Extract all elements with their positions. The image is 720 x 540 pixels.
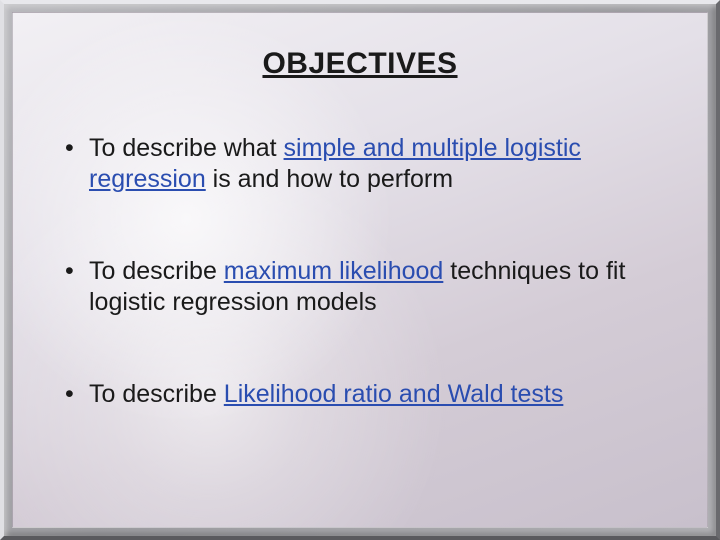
- bullet-item: To describe Likelihood ratio and Wald te…: [59, 379, 661, 410]
- bullet-text-post: is and how to perform: [206, 165, 453, 193]
- bullet-link[interactable]: maximum likelihood: [224, 257, 444, 285]
- slide-background: OBJECTIVES To describe what simple and m…: [12, 12, 708, 528]
- bullet-item: To describe what simple and multiple log…: [59, 133, 661, 194]
- bullet-item: To describe maximum likelihood technique…: [59, 256, 661, 317]
- bullet-text-pre: To describe what: [89, 134, 284, 162]
- slide-title: OBJECTIVES: [13, 47, 707, 81]
- bullet-link[interactable]: Likelihood ratio and Wald tests: [224, 380, 564, 408]
- bullet-list: To describe what simple and multiple log…: [59, 133, 661, 472]
- bullet-text-pre: To describe: [89, 257, 224, 285]
- bullet-text-pre: To describe: [89, 380, 224, 408]
- slide-frame: OBJECTIVES To describe what simple and m…: [0, 0, 720, 540]
